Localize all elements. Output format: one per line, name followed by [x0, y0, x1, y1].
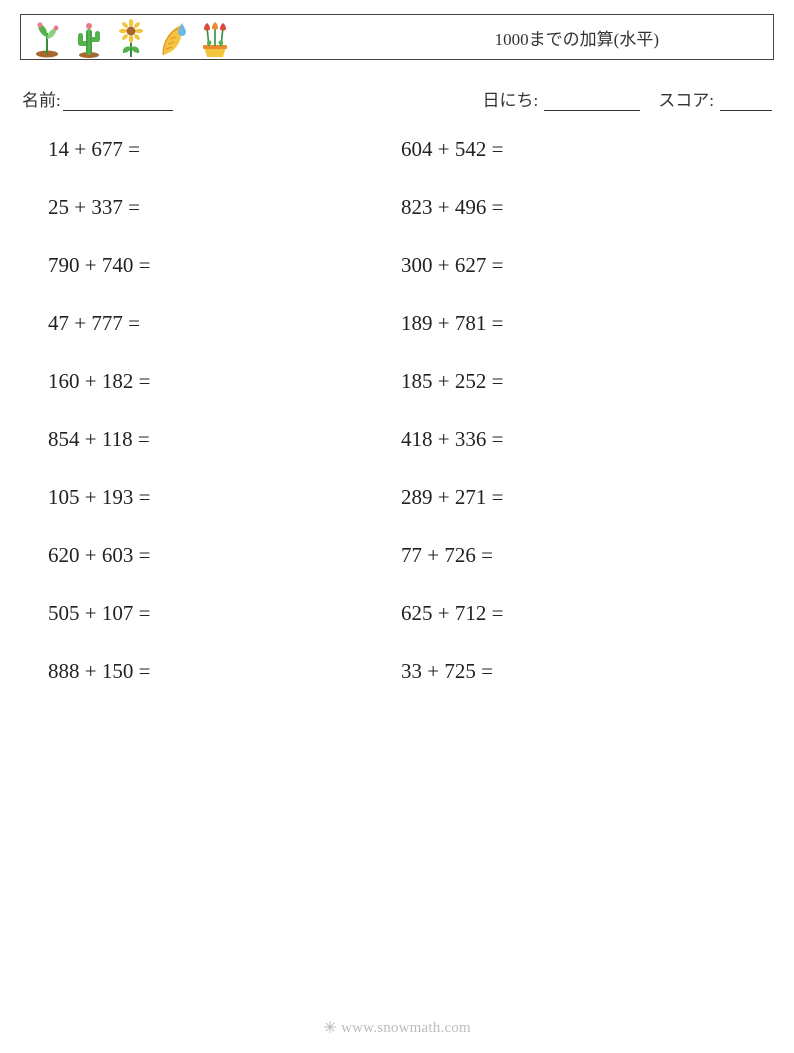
footer-text: www.snowmath.com [341, 1020, 471, 1036]
potted-tulips-icon [199, 19, 231, 59]
header-icons [31, 15, 231, 59]
score-label: スコア: [658, 86, 714, 111]
problem-row: 790 + 740 = [48, 255, 397, 313]
problem-row: 33 + 725 = [401, 661, 774, 719]
problem-row: 505 + 107 = [48, 603, 397, 661]
worksheet-page: 1000までの加算(水平) 名前: 日にち: スコア: 14 + 677 =25… [0, 0, 794, 1053]
name-label: 名前: [22, 86, 61, 111]
header-box: 1000までの加算(水平) [20, 14, 774, 60]
problem-row: 14 + 677 = [48, 139, 397, 197]
problem-row: 620 + 603 = [48, 545, 397, 603]
problem-row: 47 + 777 = [48, 313, 397, 371]
leaf-water-icon [157, 19, 189, 59]
info-line: 名前: 日にち: スコア: [20, 86, 774, 111]
sunflower-icon [115, 19, 147, 59]
worksheet-title: 1000までの加算(水平) [495, 25, 759, 50]
problem-row: 185 + 252 = [401, 371, 774, 429]
problem-row: 105 + 193 = [48, 487, 397, 545]
problem-row: 160 + 182 = [48, 371, 397, 429]
date-score-fields: 日にち: スコア: [483, 86, 772, 111]
problem-row: 289 + 271 = [401, 487, 774, 545]
problem-row: 823 + 496 = [401, 197, 774, 255]
problems-col-left: 14 + 677 =25 + 337 =790 + 740 =47 + 777 … [20, 139, 397, 719]
problems-grid: 14 + 677 =25 + 337 =790 + 740 =47 + 777 … [20, 139, 774, 719]
problem-row: 888 + 150 = [48, 661, 397, 719]
name-field: 名前: [22, 86, 173, 111]
footer-watermark: www.snowmath.com [0, 1020, 794, 1039]
name-blank[interactable] [63, 92, 173, 111]
problem-row: 604 + 542 = [401, 139, 774, 197]
problem-row: 625 + 712 = [401, 603, 774, 661]
problem-row: 25 + 337 = [48, 197, 397, 255]
date-blank[interactable] [544, 92, 640, 111]
problem-row: 418 + 336 = [401, 429, 774, 487]
problem-row: 300 + 627 = [401, 255, 774, 313]
problem-row: 77 + 726 = [401, 545, 774, 603]
score-blank[interactable] [720, 92, 772, 111]
cactus-icon [73, 19, 105, 59]
date-label: 日にち: [483, 86, 539, 111]
sprout-plant-icon [31, 19, 63, 59]
snowflake-icon [323, 1020, 337, 1039]
problems-col-right: 604 + 542 =823 + 496 =300 + 627 =189 + 7… [397, 139, 774, 719]
problem-row: 854 + 118 = [48, 429, 397, 487]
problem-row: 189 + 781 = [401, 313, 774, 371]
